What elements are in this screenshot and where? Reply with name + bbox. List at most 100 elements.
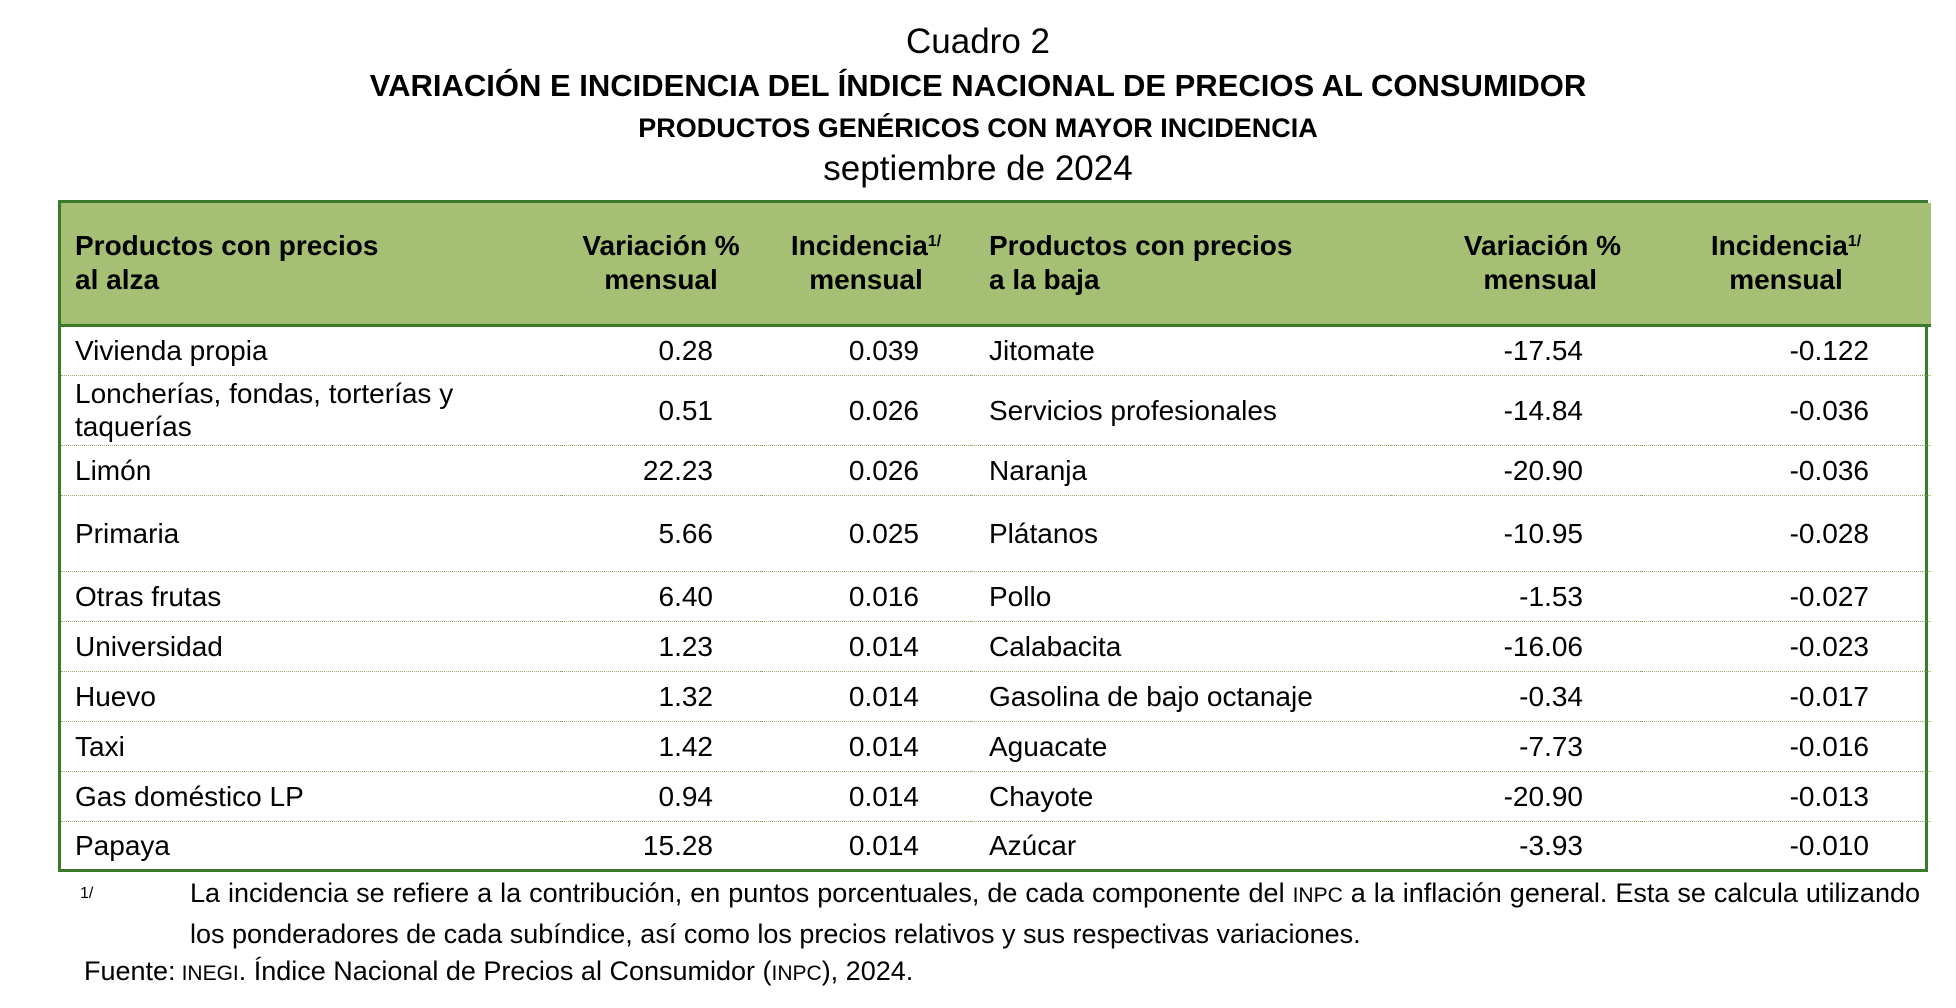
footnote-inpc: INPC (1292, 884, 1343, 907)
up-incidence-cell: 0.039 (761, 325, 971, 376)
down-variation-cell: -14.84 (1391, 375, 1641, 446)
header-variation-line1: Variación % (1463, 230, 1621, 262)
down-incidence-cell: -0.023 (1641, 621, 1931, 672)
footnote-text: La incidencia se refiere a la contribuci… (190, 874, 1920, 954)
up-product-cell: Limón (61, 445, 561, 496)
down-product-cell: Servicios profesionales (971, 375, 1391, 446)
source-inpc: INPC (771, 962, 822, 985)
page-subtitle: PRODUCTOS GENÉRICOS CON MAYOR INCIDENCIA (638, 113, 1318, 143)
footnote-ref: 1/ (1847, 233, 1862, 251)
footnote-ref: 1/ (927, 233, 942, 251)
table-row: Papaya 15.28 0.014 Azúcar -3.93 -0.010 (61, 821, 1931, 870)
table-row: Loncherías, fondas, torterías y taquería… (61, 375, 1931, 446)
down-variation-cell: -7.73 (1391, 721, 1641, 772)
source-note: Fuente: INEGI. Índice Nacional de Precios… (84, 952, 913, 993)
down-variation-cell: -1.53 (1391, 571, 1641, 622)
up-product-cell: Taxi (61, 721, 561, 772)
header-down-products-line1: Productos con precios (989, 230, 1293, 262)
source-label: Fuente: (84, 956, 176, 986)
down-product-cell: Plátanos (971, 495, 1391, 572)
table-row: Taxi 1.42 0.014 Aguacate -7.73 -0.016 (61, 721, 1931, 772)
table-row: Otras frutas 6.40 0.016 Pollo -1.53 -0.027 (61, 571, 1931, 622)
up-incidence-cell: 0.014 (761, 721, 971, 772)
down-incidence-cell: -0.016 (1641, 721, 1931, 772)
down-incidence-cell: -0.036 (1641, 445, 1931, 496)
up-variation-cell: 1.32 (561, 671, 761, 722)
up-incidence-cell: 0.014 (761, 671, 971, 722)
up-variation-cell: 0.51 (561, 375, 761, 446)
down-variation-cell: -20.90 (1391, 445, 1641, 496)
down-incidence-cell: -0.013 (1641, 771, 1931, 822)
up-incidence-cell: 0.025 (761, 495, 971, 572)
up-incidence-cell: 0.014 (761, 771, 971, 822)
title-block: Cuadro 2 VARIACIÓN E INCIDENCIA DEL ÍNDI… (0, 20, 1956, 190)
up-variation-cell: 1.23 (561, 621, 761, 672)
down-product-cell: Aguacate (971, 721, 1391, 772)
table-row: Gas doméstico LP 0.94 0.014 Chayote -20.90 -0… (61, 771, 1931, 822)
header-up-variation: Variación % mensual (561, 203, 761, 327)
period-label: septiembre de 2024 (823, 149, 1133, 188)
header-incidence-line1: Incidencia (790, 230, 928, 262)
down-incidence-cell: -0.028 (1641, 495, 1931, 572)
header-incidence-line2: mensual (1729, 264, 1843, 296)
up-product-cell: Universidad (61, 621, 561, 672)
up-variation-cell: 0.28 (561, 325, 761, 376)
up-variation-cell: 0.94 (561, 771, 761, 822)
incidence-table: Productos con precios al alza Variación … (58, 200, 1931, 872)
down-product-cell: Calabacita (971, 621, 1391, 672)
header-down-incidence: Incidencia1/ mensual (1641, 203, 1931, 327)
source-text-a: . Índice Nacional de Precios al Consumid… (238, 956, 772, 986)
up-product-cell: Primaria (61, 495, 561, 572)
source-text-b: ), 2024. (821, 956, 914, 986)
table-row: Primaria 5.66 0.025 Plátanos -10.95 -0.028 (61, 495, 1931, 572)
down-product-cell: Naranja (971, 445, 1391, 496)
up-product-cell: Huevo (61, 671, 561, 722)
down-incidence-cell: -0.036 (1641, 375, 1931, 446)
up-product-cell: Gas doméstico LP (61, 771, 561, 822)
footnote-text-a: La incidencia se refiere a la contribuci… (190, 878, 1293, 908)
header-variation-line2: mensual (604, 264, 718, 296)
up-incidence-cell: 0.026 (761, 375, 971, 446)
up-incidence-cell: 0.014 (848, 830, 919, 862)
header-incidence-line1: Incidencia (1710, 230, 1848, 262)
up-variation-cell: 1.42 (561, 721, 761, 772)
table-header-row: Productos con precios al alza Variación … (61, 203, 1931, 327)
cuadro-label: Cuadro 2 (906, 22, 1050, 61)
down-product-cell: Pollo (971, 571, 1391, 622)
down-incidence-cell: -0.027 (1641, 571, 1931, 622)
down-variation-cell: -16.06 (1391, 621, 1641, 672)
header-variation-line1: Variación % (582, 230, 740, 262)
header-down-products-line2: a la baja (989, 264, 1100, 296)
up-product-cell: Vivienda propia (61, 325, 561, 376)
table-row: Limón 22.23 0.026 Naranja -20.90 -0.036 (61, 445, 1931, 496)
header-up-incidence: Incidencia1/ mensual (761, 203, 971, 327)
down-variation-cell: -10.95 (1391, 495, 1641, 572)
down-variation-cell: -0.34 (1391, 671, 1641, 722)
up-incidence-cell: 0.026 (761, 445, 971, 496)
up-incidence-cell: 0.016 (761, 571, 971, 622)
down-product-cell: Azúcar (989, 830, 1077, 862)
header-up-products-line1: Productos con precios (75, 230, 379, 262)
table-row: Huevo 1.32 0.014 Gasolina de bajo octanaje -… (61, 671, 1931, 722)
down-variation-cell: -20.90 (1391, 771, 1641, 822)
down-variation-cell: -3.93 (1519, 830, 1583, 862)
header-up-products-line2: al alza (75, 264, 160, 296)
header-variation-line2: mensual (1483, 264, 1597, 296)
header-incidence-line2: mensual (809, 264, 923, 296)
down-product-cell: Chayote (971, 771, 1391, 822)
up-product-cell: Papaya (75, 830, 170, 862)
down-incidence-cell: -0.122 (1641, 325, 1931, 376)
table-row: Vivienda propia 0.28 0.039 Jitomate -17.54 -0… (61, 325, 1931, 376)
header-down-variation: Variación % mensual (1391, 203, 1641, 327)
up-product-cell: Otras frutas (61, 571, 561, 622)
header-down-products: Productos con precios a la baja (971, 203, 1391, 327)
table-row: Universidad 1.23 0.014 Calabacita -16.06 -0.0… (61, 621, 1931, 672)
up-product-cell: Loncherías, fondas, torterías y taquería… (61, 375, 561, 446)
up-variation-cell: 15.28 (642, 830, 713, 862)
up-incidence-cell: 0.014 (761, 621, 971, 672)
header-up-products: Productos con precios al alza (61, 203, 561, 327)
up-variation-cell: 5.66 (561, 495, 761, 572)
footnote-mark: 1/ (80, 885, 94, 902)
down-variation-cell: -17.54 (1391, 325, 1641, 376)
down-product-cell: Jitomate (971, 325, 1391, 376)
